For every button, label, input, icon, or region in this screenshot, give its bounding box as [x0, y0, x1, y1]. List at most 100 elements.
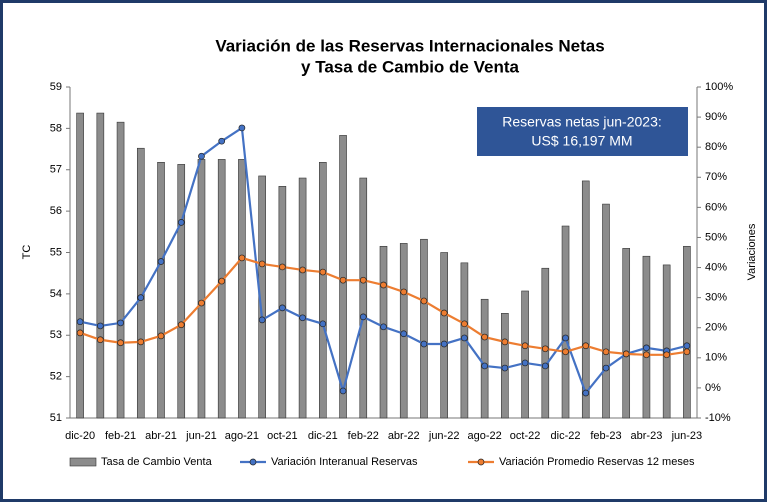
marker: [319, 320, 327, 328]
marker: [562, 348, 569, 356]
bar: [136, 147, 145, 419]
x-tick-label: abr-21: [145, 430, 177, 442]
legend-swatch: [477, 458, 485, 466]
marker: [177, 219, 185, 226]
marker: [521, 342, 529, 350]
marker: [521, 359, 529, 367]
bar: [298, 177, 307, 419]
y-tick-label: 57: [50, 164, 62, 176]
annotation-box: [477, 107, 688, 156]
marker: [683, 342, 691, 350]
bar: [379, 245, 388, 419]
x-tick-label: feb-22: [348, 430, 379, 442]
x-tick-label: abr-23: [631, 430, 663, 442]
marker: [400, 330, 408, 338]
bar: [581, 180, 590, 419]
bar: [683, 245, 691, 419]
bar: [157, 162, 165, 419]
y2-tick-label: 0%: [705, 382, 721, 394]
y-tick-label: 58: [50, 122, 62, 134]
y2-tick-label: 50%: [705, 231, 727, 243]
marker: [96, 322, 104, 330]
y2-tick-label: 90%: [705, 111, 727, 123]
legend-swatch: [69, 457, 97, 467]
bar: [359, 177, 368, 419]
marker: [76, 329, 84, 337]
marker: [117, 339, 124, 347]
y2-tick-label: 20%: [705, 322, 727, 334]
legend-label: Tasa de Cambio Venta: [101, 456, 213, 468]
bar: [278, 186, 287, 419]
x-tick-label: feb-23: [590, 430, 621, 442]
bar: [480, 298, 489, 419]
marker: [137, 294, 145, 301]
bar: [521, 290, 529, 419]
marker: [198, 299, 205, 307]
x-tick-label: jun-22: [428, 430, 460, 442]
marker: [643, 344, 650, 352]
bar: [602, 203, 610, 419]
bar: [96, 112, 105, 419]
marker: [117, 319, 124, 327]
bar: [238, 159, 246, 419]
y-tick-label: 52: [50, 371, 62, 383]
y-tick-label: 51: [50, 412, 62, 424]
bar: [541, 267, 550, 419]
marker: [218, 277, 226, 285]
y2-tick-label: 100%: [705, 81, 733, 93]
marker: [96, 336, 104, 344]
marker: [137, 338, 145, 346]
marker: [359, 313, 367, 321]
marker: [481, 362, 488, 370]
bar: [177, 164, 186, 419]
marker: [380, 323, 387, 331]
marker: [339, 276, 347, 284]
bar: [116, 121, 125, 419]
marker: [602, 348, 610, 356]
legend-label: Variación Interanual Reservas: [271, 456, 418, 468]
y2-tick-label: 60%: [705, 201, 727, 213]
marker: [238, 254, 246, 262]
marker: [319, 268, 327, 276]
marker: [663, 351, 671, 359]
x-tick-label: dic-22: [551, 430, 581, 442]
legend-swatch: [249, 458, 257, 466]
y2-tick-label: 70%: [705, 171, 727, 183]
x-tick-label: dic-21: [308, 430, 338, 442]
marker: [602, 364, 610, 372]
x-tick-label: oct-21: [267, 430, 298, 442]
bar: [197, 159, 206, 419]
marker: [562, 334, 569, 342]
x-tick-label: feb-21: [105, 430, 136, 442]
y-tick-label: 55: [50, 246, 62, 258]
marker: [501, 338, 509, 346]
marker: [582, 389, 590, 397]
marker: [359, 276, 367, 284]
chart-title: Variación de las Reservas Internacionale…: [215, 36, 604, 55]
marker: [76, 318, 84, 326]
marker: [218, 137, 226, 145]
bar: [420, 238, 428, 419]
x-tick-label: abr-22: [388, 430, 420, 442]
marker: [258, 260, 266, 268]
legend-label: Variación Promedio Reservas 12 meses: [499, 456, 695, 468]
marker: [461, 320, 468, 328]
bar: [440, 252, 448, 419]
marker: [198, 152, 205, 160]
marker: [420, 297, 428, 305]
marker: [177, 321, 185, 329]
marker: [440, 340, 448, 348]
bar: [319, 162, 327, 419]
marker: [238, 124, 246, 132]
marker: [279, 304, 286, 312]
annotation: Reservas netas jun-2023:: [502, 114, 662, 130]
bar: [561, 225, 570, 419]
marker: [461, 334, 468, 342]
marker: [582, 342, 590, 350]
marker: [481, 333, 488, 341]
y2-tick-label: 40%: [705, 261, 727, 273]
marker: [440, 309, 448, 317]
marker: [643, 351, 650, 359]
marker: [299, 314, 306, 322]
